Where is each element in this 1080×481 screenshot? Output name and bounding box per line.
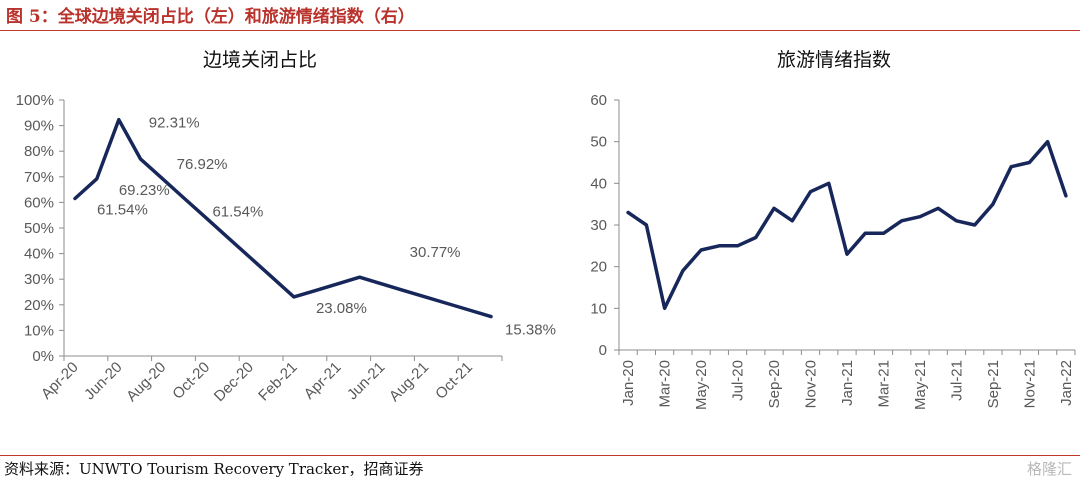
left-y-tick-label: 10% [24,322,54,339]
right-y-tick-label: 60 [590,92,607,109]
right-x-tick-label: Jul-20 [730,360,747,401]
left-x-tick-label: Apr-20 [38,359,82,403]
left-x-tick-label: Jun-21 [344,359,388,403]
left-x-tick-label: Aug-21 [386,359,432,405]
right-x-tick-label: May-20 [693,360,710,410]
left-y-tick-label: 40% [24,246,54,263]
left-data-label: 23.08% [316,300,367,317]
left-y-tick-label: 100% [16,92,54,109]
left-data-label: 61.54% [97,201,148,218]
left-data-label: 76.92% [177,156,228,173]
right-x-tick-label: Jan-22 [1058,360,1075,406]
right-x-tick-label: Sep-20 [766,360,783,408]
charts-canvas: 边境关闭占比 0% 10% 20% 30% 40% 50% 60% 70% 80% 90% 100% A… [16,49,1076,410]
left-data-label: 69.23% [119,182,170,199]
left-x-tick-label: Feb-21 [255,359,301,405]
left-data-label: 30.77% [410,244,461,261]
right-y-tick-label: 30 [590,217,607,234]
right-x-tick-label: Jan-20 [620,360,637,406]
right-x-tick-label: Nov-20 [803,360,820,408]
figure-title: 图 5：全球边境关闭占比（左）和旅游情绪指数（右） [6,7,415,27]
right-y-tick-label: 10 [590,300,607,317]
right-x-tick-label: Mar-20 [657,360,674,408]
right-series-line [626,139,1068,311]
left-y-tick-label: 70% [24,169,54,186]
right-y-tick-label: 40 [590,175,607,192]
left-y-tick-label: 90% [24,118,54,135]
left-series-line [73,117,493,319]
left-x-tick-label: Jun-20 [81,359,125,403]
right-x-tick-label: Jan-21 [839,360,856,406]
top-rule [0,30,1080,31]
right-y-tick-label: 50 [590,134,607,151]
left-y-tick-label: 50% [24,220,54,237]
right-y-tick-label: 0 [599,342,607,359]
left-data-label: 15.38% [505,322,556,339]
left-data-label: 92.31% [149,115,200,132]
left-y-tick-label: 0% [32,348,54,365]
watermark: 格隆汇 [1026,460,1072,478]
right-x-tick-label: Mar-21 [875,360,892,408]
left-y-tick-label: 30% [24,271,54,288]
left-x-tick-label: Aug-20 [123,359,169,405]
left-y-tick-label: 20% [24,297,54,314]
right-y-tick-label: 20 [590,259,607,276]
right-x-tick-label: Nov-21 [1021,360,1038,408]
right-x-tick-label: Sep-21 [985,360,1002,408]
left-chart-title: 边境关闭占比 [203,49,317,71]
left-x-tick-label: Apr-21 [301,359,345,403]
left-data-label: 61.54% [212,203,263,220]
right-x-tick-label: Jul-21 [948,360,965,401]
left-x-tick-label: Dec-20 [211,359,257,405]
left-y-tick-label: 60% [24,194,54,211]
source-note: 资料来源：UNWTO Tourism Recovery Tracker，招商证券 [4,460,424,478]
left-x-tick-label: Oct-21 [432,359,476,403]
right-x-tick-label: May-21 [912,360,929,410]
left-y-tick-label: 80% [24,143,54,160]
right-chart-title: 旅游情绪指数 [777,49,891,71]
bottom-rule [0,455,1080,456]
left-x-tick-label: Oct-20 [169,359,213,403]
